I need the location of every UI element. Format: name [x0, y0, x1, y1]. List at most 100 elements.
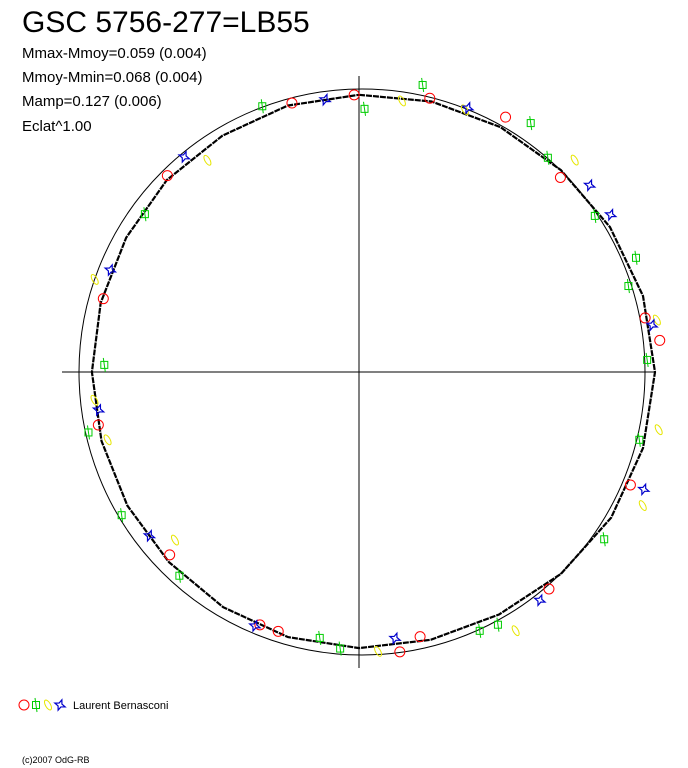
- error-bar: [546, 150, 550, 165]
- legend-symbol: [32, 697, 40, 713]
- marker-circle: [92, 419, 104, 431]
- stat-line: Mmoy-Mmin=0.068 (0.004): [22, 69, 202, 86]
- error-bar: [593, 208, 597, 223]
- error-bar: [120, 508, 124, 523]
- marker-square: [140, 207, 149, 222]
- marker-square: [175, 568, 184, 583]
- fitted-curve: [90, 93, 657, 650]
- error-bar: [637, 432, 641, 447]
- marker-square: [418, 77, 427, 93]
- marker-star: [53, 698, 67, 712]
- marker-star: [582, 178, 597, 192]
- marker-square: [624, 278, 633, 294]
- marker-circle: [254, 619, 266, 631]
- marker-diamond: [570, 154, 579, 166]
- marker-diamond: [44, 699, 52, 711]
- marker-circle: [624, 479, 636, 491]
- marker-circle: [414, 631, 426, 643]
- marker-square: [360, 101, 369, 116]
- marker-star: [636, 482, 651, 497]
- marker-square: [258, 99, 267, 114]
- marker-star: [388, 631, 402, 646]
- marker-square: [315, 630, 324, 645]
- error-bar: [478, 623, 482, 638]
- error-bar: [318, 630, 322, 645]
- marker-circle: [161, 170, 173, 182]
- error-bar: [260, 99, 264, 114]
- stat-line: Mmax-Mmoy=0.059 (0.004): [22, 45, 207, 62]
- marker-circle: [394, 646, 406, 658]
- marker-star: [461, 101, 475, 115]
- marker-circle: [639, 312, 651, 324]
- error-bar: [338, 641, 342, 656]
- marker-star: [142, 528, 157, 543]
- marker-star: [318, 92, 332, 107]
- legend-symbol: [18, 699, 30, 711]
- error-bar: [177, 568, 181, 583]
- marker-circle: [164, 549, 176, 561]
- legend-label: Laurent Bernasconi: [73, 700, 168, 712]
- marker-square: [590, 208, 599, 223]
- error-bar: [496, 617, 500, 632]
- marker-square: [643, 352, 652, 367]
- marker-circle: [543, 583, 555, 595]
- marker-circle: [18, 699, 30, 711]
- marker-circle: [272, 625, 284, 637]
- marker-square: [631, 250, 640, 265]
- marker-circle: [286, 97, 298, 109]
- marker-diamond: [654, 424, 663, 436]
- error-bar: [143, 207, 147, 222]
- marker-square: [526, 116, 535, 131]
- marker-square: [100, 357, 109, 372]
- reference-circle: [78, 88, 646, 656]
- stat-line: Mamp=0.127 (0.006): [22, 93, 162, 110]
- error-bar: [102, 357, 106, 372]
- marker-star: [533, 593, 547, 607]
- error-bar: [421, 77, 425, 93]
- marker-circle: [348, 89, 360, 101]
- marker-circle: [500, 111, 512, 123]
- error-bar: [529, 116, 533, 131]
- marker-diamond: [170, 534, 179, 546]
- error-bar: [645, 352, 649, 367]
- marker-square: [84, 425, 93, 440]
- marker-diamond: [652, 314, 661, 326]
- marker-diamond: [103, 434, 112, 446]
- marker-diamond: [638, 500, 647, 511]
- marker-square: [336, 641, 345, 656]
- marker-square: [635, 432, 644, 447]
- marker-star: [248, 619, 262, 633]
- error-bar: [602, 532, 606, 547]
- marker-square: [493, 617, 502, 632]
- marker-star: [177, 150, 191, 164]
- error-bar: [86, 425, 90, 440]
- marker-square: [600, 532, 609, 547]
- marker-star: [645, 318, 659, 332]
- error-bar: [626, 278, 630, 294]
- marker-circle: [554, 171, 566, 183]
- marker-circle: [424, 92, 436, 104]
- marker-diamond: [203, 154, 212, 166]
- marker-diamond: [90, 274, 99, 285]
- error-bar: [634, 250, 638, 265]
- stat-line: Eclat^1.00: [22, 118, 92, 135]
- legend-symbol: [44, 699, 52, 711]
- marker-diamond: [460, 104, 469, 116]
- marker-star: [603, 207, 618, 222]
- marker-circle: [654, 334, 666, 346]
- marker-circle: [97, 293, 109, 305]
- marker-square: [475, 623, 484, 638]
- marker-diamond: [511, 625, 520, 637]
- marker-star: [103, 263, 118, 277]
- marker-square: [32, 697, 40, 713]
- marker-diamond: [374, 645, 383, 657]
- marker-square: [117, 508, 126, 523]
- error-bar: [363, 101, 367, 116]
- legend-symbol: [53, 698, 67, 712]
- marker-square: [543, 150, 552, 165]
- error-bar: [34, 697, 38, 713]
- marker-diamond: [397, 95, 406, 107]
- footer: (c)2007 OdG-RB: [22, 755, 90, 765]
